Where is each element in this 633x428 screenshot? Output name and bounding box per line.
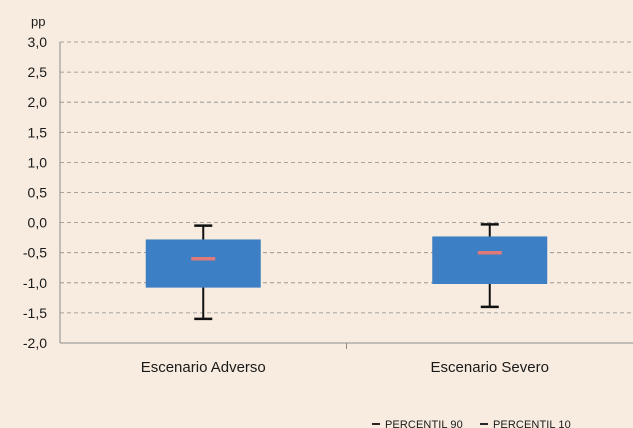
legend-item: PERCENTIL 90 (372, 419, 463, 428)
x-axis-category-labels: Escenario Adverso Escenario Severo (141, 359, 549, 376)
y-tick-label: 2,0 (28, 94, 48, 110)
y-axis-unit-label: pp (31, 14, 45, 29)
box-rect (432, 236, 548, 285)
y-tick-label: -1,0 (23, 275, 47, 291)
legend-item: PERCENTIL 10 (480, 419, 571, 428)
legend-label: PERCENTIL 10 (493, 419, 571, 428)
y-tick-label: 1,5 (28, 124, 48, 140)
y-tick-label: 0,5 (28, 185, 48, 201)
box-rect (145, 239, 261, 288)
box-2 (432, 223, 548, 309)
x-category-label: Escenario Adverso (141, 359, 266, 376)
box-1 (145, 224, 261, 321)
y-tick-label: 0,0 (28, 215, 48, 231)
boxes (145, 223, 548, 321)
y-tick-label: 3,0 (28, 34, 48, 50)
legend-label: PERCENTIL 90 (385, 419, 463, 428)
y-tick-label: -0,5 (23, 245, 47, 261)
y-tick-label: 1,0 (28, 154, 48, 170)
y-tick-label: -1,5 (23, 305, 47, 321)
y-tick-label: 2,5 (28, 64, 48, 80)
axes (59, 42, 633, 349)
x-category-label: Escenario Severo (431, 359, 549, 376)
y-tick-label: -2,0 (23, 335, 47, 351)
y-axis-tick-labels: 3,0 2,5 2,0 1,5 1,0 0,5 0,0 -0,5 -1,0 -1,5 -2,0 (23, 34, 47, 351)
legend: PERCENTIL 90 PERCENTIL 10 (372, 419, 571, 428)
